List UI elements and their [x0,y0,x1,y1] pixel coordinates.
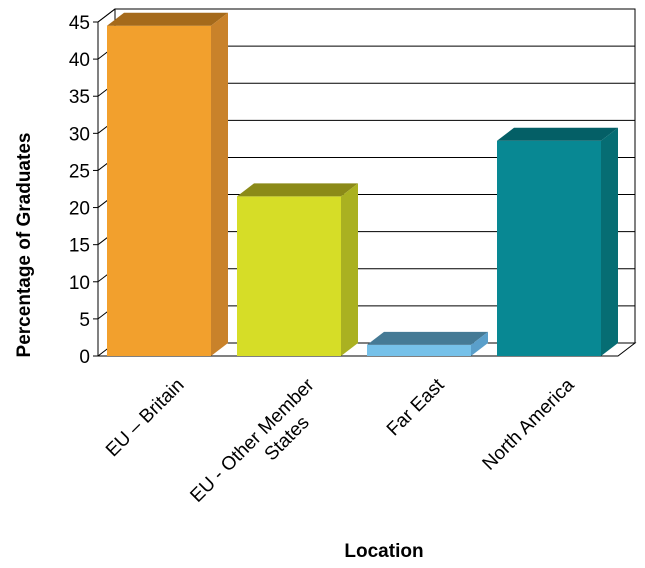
y-tick-label: 0 [79,347,90,368]
bar-side [471,331,488,356]
x-tick-label-line: Far East [383,374,449,440]
x-tick-label: EU – Britain [102,375,189,462]
y-tick-label: 45 [69,13,90,34]
x-tick-label: EU - Other MemberStates [186,374,335,523]
bar-top [497,127,618,141]
bar-side [211,12,228,356]
y-tick-label: 15 [69,236,90,257]
y-tick-label: 5 [79,310,90,331]
bar-side [341,183,358,356]
bar-front [107,25,211,356]
gridline [97,8,635,23]
bars [107,12,618,356]
y-tick-label: 25 [69,161,90,182]
x-tick-label: North America [479,374,579,474]
bar-top [367,331,488,345]
bar-front [497,140,601,356]
bar [107,12,228,356]
y-tick-label: 30 [69,124,90,145]
bar [237,183,358,356]
x-tick-label-line: EU – Britain [102,375,189,462]
x-tick-label: Far East [383,374,449,440]
bar-top [107,12,228,26]
y-tick-label: 40 [69,50,90,71]
y-tick-label: 10 [69,273,90,294]
bar [367,331,488,356]
bar-side [601,127,618,356]
y-tick-label: 35 [69,87,90,108]
bar [497,127,618,356]
x-axis-title: Location [344,541,423,562]
bar-front [367,344,471,356]
bar-top [237,183,358,197]
y-axis-title: Percentage of Graduates [14,133,35,358]
y-tick-labels: 0 5 10 15 20 25 30 35 40 45 [69,13,98,368]
y-tick-label: 20 [69,199,90,220]
bar-front [237,196,341,356]
x-tick-label-line: North America [479,374,579,474]
